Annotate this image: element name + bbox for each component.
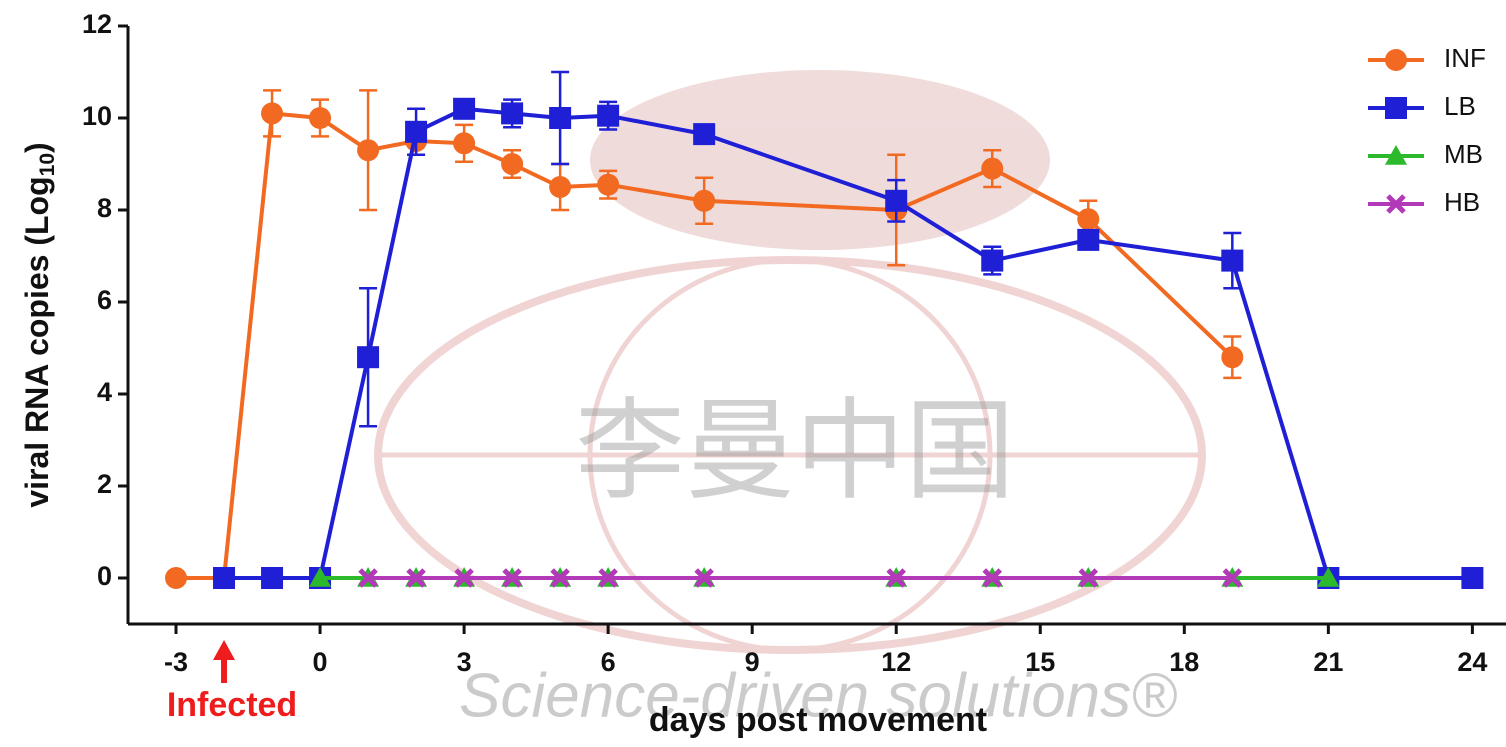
marker bbox=[405, 121, 427, 143]
marker bbox=[501, 153, 523, 175]
marker bbox=[693, 190, 715, 212]
marker bbox=[597, 105, 619, 127]
marker bbox=[1077, 229, 1099, 251]
marker bbox=[981, 158, 1003, 180]
x-tick-label: 9 bbox=[745, 647, 760, 677]
marker bbox=[981, 250, 1003, 272]
x-tick-label: 18 bbox=[1169, 647, 1199, 677]
x-tick-label: 12 bbox=[881, 647, 911, 677]
y-tick-label: 12 bbox=[82, 9, 112, 39]
marker bbox=[261, 102, 283, 124]
annotation-arrow bbox=[213, 640, 235, 683]
chart: 李曼中国 Science-driven solutions® days post… bbox=[0, 0, 1506, 747]
y-axis-label-part: viral RNA copies (Log bbox=[19, 176, 55, 507]
watermark: 李曼中国 bbox=[575, 387, 1015, 515]
series bbox=[360, 570, 1240, 586]
marker bbox=[1385, 97, 1407, 119]
x-tick-label: -3 bbox=[164, 647, 188, 677]
marker bbox=[1461, 567, 1483, 589]
y-axis-label-part: ) bbox=[19, 142, 55, 153]
marker bbox=[1385, 49, 1407, 71]
x-tick-label: 6 bbox=[601, 647, 616, 677]
x-tick-label: 3 bbox=[457, 647, 472, 677]
marker bbox=[453, 132, 475, 154]
annotation: Infected bbox=[167, 686, 297, 724]
marker bbox=[1077, 208, 1099, 230]
marker bbox=[885, 190, 907, 212]
marker bbox=[1221, 250, 1243, 272]
y-axis-label-sub: 10 bbox=[36, 153, 59, 176]
y-tick-label: 2 bbox=[97, 469, 112, 499]
y-tick-label: 10 bbox=[82, 101, 112, 131]
x-tick-label: 15 bbox=[1025, 647, 1055, 677]
legend-label: HB bbox=[1444, 187, 1480, 217]
marker bbox=[165, 567, 187, 589]
marker bbox=[549, 107, 571, 129]
y-tick-label: 8 bbox=[97, 193, 112, 223]
marker bbox=[213, 567, 235, 589]
marker bbox=[501, 102, 523, 124]
marker bbox=[693, 123, 715, 145]
y-tick-label: 6 bbox=[97, 285, 112, 315]
y-axis-label: viral RNA copies (Log10) bbox=[19, 142, 58, 507]
x-tick-label: 24 bbox=[1457, 647, 1487, 677]
y-tick-label: 0 bbox=[97, 561, 112, 591]
legend-label: MB bbox=[1444, 139, 1483, 169]
x-tick-label: 21 bbox=[1313, 647, 1343, 677]
marker bbox=[1221, 346, 1243, 368]
legend-label: LB bbox=[1444, 91, 1476, 121]
watermark-art bbox=[378, 70, 1202, 650]
marker bbox=[453, 98, 475, 120]
marker bbox=[357, 139, 379, 161]
marker bbox=[549, 176, 571, 198]
marker bbox=[357, 346, 379, 368]
x-tick-label: 0 bbox=[313, 647, 328, 677]
marker bbox=[261, 567, 283, 589]
x-axis-label: days post movement bbox=[649, 701, 987, 739]
marker bbox=[309, 107, 331, 129]
y-tick-label: 4 bbox=[97, 377, 112, 407]
marker bbox=[597, 174, 619, 196]
legend-label: INF bbox=[1444, 43, 1486, 73]
